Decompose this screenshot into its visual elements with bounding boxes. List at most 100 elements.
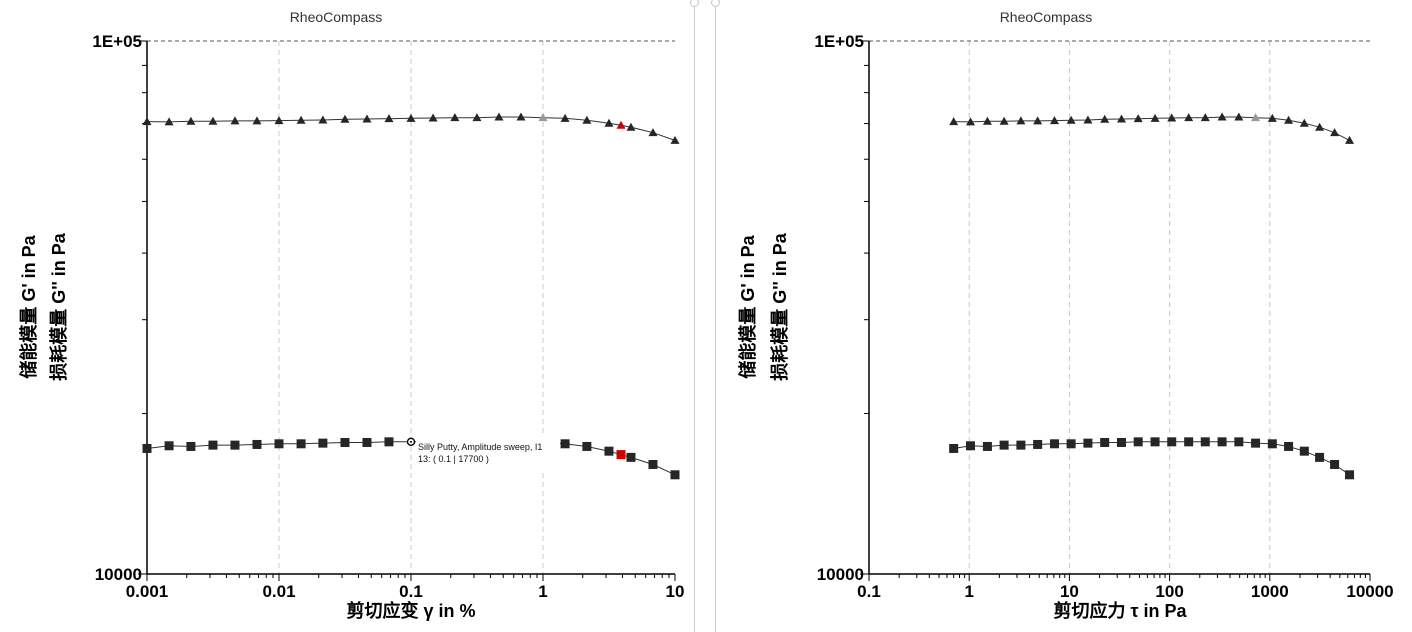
data-point — [1016, 440, 1026, 450]
data-point — [1100, 437, 1110, 447]
data-point — [1066, 439, 1076, 449]
data-point — [340, 437, 350, 447]
data-point — [142, 117, 152, 126]
data-point — [1217, 437, 1227, 447]
data-point — [1133, 437, 1143, 447]
data-point — [1267, 113, 1277, 122]
data-point — [472, 113, 482, 122]
y-tick-label: 1E+05 — [814, 32, 864, 51]
data-point — [142, 443, 152, 453]
data-point — [648, 128, 658, 137]
data-point — [318, 438, 328, 448]
x-axis-title: 剪切应变 γ in % — [346, 600, 475, 621]
tooltip: Silly Putty, Amplitude sweep, I1 13: ( 0… — [416, 433, 560, 469]
data-point — [1033, 439, 1043, 449]
data-point — [626, 122, 636, 131]
data-point — [582, 115, 592, 124]
data-point — [1267, 439, 1277, 449]
panel-divider[interactable] — [694, 0, 695, 632]
data-point — [616, 450, 626, 460]
data-point — [1315, 122, 1325, 131]
tooltip-line-2: 13: ( 0.1 | 17700 ) — [418, 454, 489, 464]
x-tick-label: 0.1 — [857, 582, 881, 601]
x-tick-label: 10 — [1060, 582, 1079, 601]
data-point — [999, 440, 1009, 450]
data-point — [208, 440, 218, 450]
data-point — [362, 437, 372, 447]
x-tick-label: 10000 — [1346, 582, 1393, 601]
chart-title: RheoCompass — [290, 9, 383, 25]
chart-title: RheoCompass — [1000, 9, 1093, 25]
data-point — [274, 439, 284, 449]
data-point — [208, 116, 218, 125]
data-point — [626, 452, 636, 462]
data-point — [164, 441, 174, 451]
data-point — [428, 113, 438, 122]
data-point — [1345, 470, 1355, 480]
data-point — [1150, 437, 1160, 447]
data-point — [230, 440, 240, 450]
y-axis-title-loss: 损耗模量 G'' in Pa — [769, 232, 790, 381]
data-point — [1299, 118, 1309, 127]
data-point — [1284, 115, 1294, 124]
data-point — [1184, 113, 1194, 122]
data-point — [1345, 135, 1355, 144]
y-axis-title-loss: 损耗模量 G'' in Pa — [48, 232, 69, 381]
data-point — [164, 117, 174, 126]
splitter-handle[interactable] — [690, 0, 699, 7]
data-point — [1299, 446, 1309, 456]
data-point — [648, 459, 658, 469]
splitter-handle[interactable] — [711, 0, 720, 7]
data-point — [186, 441, 196, 451]
data-point — [1234, 437, 1244, 447]
x-tick-label: 1 — [538, 582, 547, 601]
data-point — [450, 113, 460, 122]
data-point — [560, 439, 570, 449]
data-point — [296, 439, 306, 449]
series-line — [146, 116, 676, 141]
data-point — [1150, 113, 1160, 122]
y-axis-title-storage: 储能模量 G' in Pa — [18, 234, 39, 379]
data-point — [1116, 114, 1126, 123]
y-axis-titles: 储能模量 G' in Pa 损耗模量 G'' in Pa — [737, 232, 790, 381]
data-point — [582, 441, 592, 451]
data-point — [670, 470, 680, 480]
data-point — [1049, 439, 1059, 449]
panel-divider[interactable] — [715, 0, 716, 632]
data-point — [1083, 115, 1093, 124]
data-point — [1184, 437, 1194, 447]
x-tick-label: 0.01 — [262, 582, 295, 601]
plot-area: 0.001 0.01 0.1 1 10 1E+05 10000 — [92, 32, 684, 601]
data-point — [949, 443, 959, 453]
data-point — [999, 116, 1009, 125]
data-point — [384, 114, 394, 123]
data-point — [1083, 438, 1093, 448]
tooltip-box — [416, 433, 560, 469]
data-point — [604, 118, 614, 127]
data-point — [1200, 437, 1210, 447]
stress-sweep-chart: RheoCompass 储能模量 G' in Pa 损耗模量 G'' in Pa… — [737, 9, 1394, 621]
data-point — [1330, 459, 1340, 469]
data-point — [1033, 116, 1043, 125]
data-point — [538, 113, 548, 122]
data-point — [1200, 113, 1210, 122]
data-point — [494, 112, 504, 121]
data-point — [1049, 116, 1059, 125]
data-point — [604, 446, 614, 456]
y-tick-label: 1E+05 — [92, 32, 142, 51]
x-tick-label: 1000 — [1251, 582, 1289, 601]
data-point — [296, 115, 306, 124]
x-axis-title: 剪切应力 τ in Pa — [1053, 600, 1187, 621]
x-tick-label: 1 — [964, 582, 973, 601]
data-point — [274, 116, 284, 125]
strain-sweep-chart: RheoCompass 储能模量 G' in Pa 损耗模量 G'' in Pa… — [18, 9, 684, 621]
data-point — [1234, 112, 1244, 121]
data-point — [186, 116, 196, 125]
x-tick-label: 0.001 — [126, 582, 169, 601]
data-point-selected-dot — [410, 440, 412, 443]
data-point — [318, 115, 328, 124]
data-point — [230, 116, 240, 125]
data-point — [1284, 441, 1294, 451]
data-point — [1251, 438, 1261, 448]
data-point — [965, 441, 975, 451]
